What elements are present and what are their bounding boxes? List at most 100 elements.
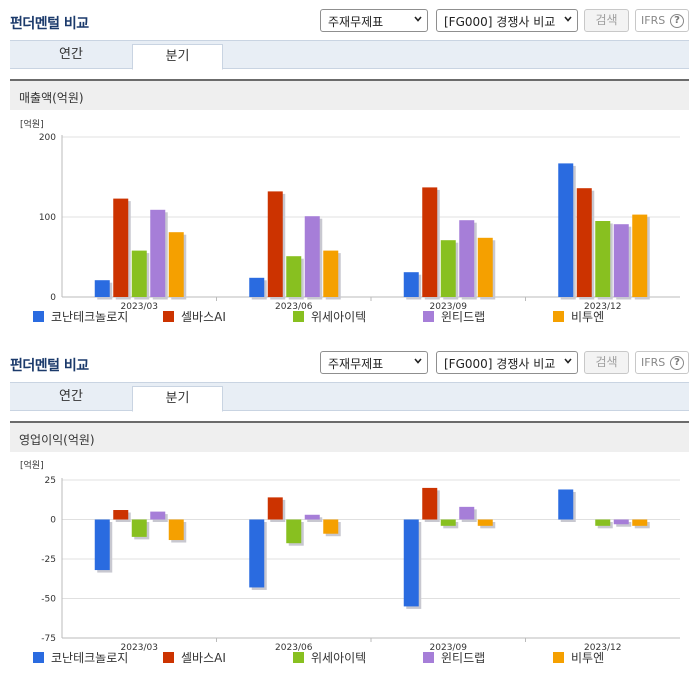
legend-label: 셀바스AI — [181, 651, 226, 665]
compare-group-value: [FG000] 경쟁사 비교 — [444, 15, 556, 29]
y-axis-unit-label: [억원] — [20, 118, 44, 130]
statement-type-select[interactable]: 주재무제표 — [320, 9, 428, 32]
statement-type-select[interactable]: 주재무제표 — [320, 351, 428, 374]
bar — [131, 250, 147, 297]
chevron-down-icon — [564, 358, 572, 364]
bar — [94, 280, 110, 297]
x-tick-label: 2023/06 — [275, 302, 313, 312]
bar — [249, 519, 265, 588]
bar — [150, 511, 166, 520]
chevron-down-icon — [564, 16, 572, 22]
y-tick-label: 200 — [39, 133, 56, 143]
y-tick-label: -25 — [41, 555, 56, 565]
y-tick-label: -50 — [41, 595, 56, 605]
legend-swatch — [293, 652, 304, 663]
x-tick-label: 2023/03 — [121, 302, 158, 312]
ifrs-button[interactable]: IFRS ? — [635, 9, 689, 32]
chart-subtitle: 매출액(억원) — [19, 91, 84, 105]
y-tick-label: 100 — [39, 213, 56, 223]
legend-label: 셀바스AI — [181, 310, 226, 324]
legend-label: 위세아이텍 — [311, 651, 366, 665]
search-button[interactable]: 검색 — [584, 351, 629, 374]
bar — [249, 277, 265, 297]
bar — [94, 519, 110, 571]
bar — [131, 519, 147, 537]
compare-group-select[interactable]: [FG000] 경쟁사 비교 — [436, 9, 578, 32]
ifrs-button[interactable]: IFRS ? — [635, 351, 689, 374]
legend-swatch — [553, 652, 564, 663]
legend-swatch — [423, 311, 434, 322]
statement-type-value: 주재무제표 — [328, 15, 384, 29]
tab-quarterly[interactable]: 분기 — [132, 44, 223, 70]
y-tick-label: 0 — [50, 293, 56, 303]
compare-group-select[interactable]: [FG000] 경쟁사 비교 — [436, 351, 578, 374]
tab-quarterly[interactable]: 분기 — [132, 386, 223, 412]
bar — [267, 191, 283, 297]
tab-annual[interactable]: 연간 — [59, 47, 83, 62]
bar — [304, 514, 320, 520]
y-tick-label: 0 — [50, 516, 56, 526]
chart-subheader: 매출액(억원) — [10, 79, 689, 110]
bar — [595, 519, 611, 526]
period-tabs: 연간 분기 — [10, 382, 689, 412]
bar — [477, 519, 493, 526]
bar — [403, 272, 419, 297]
legend-label: 코난테크놀로지 — [51, 310, 128, 324]
legend-label: 비투엔 — [571, 310, 604, 324]
bar — [440, 519, 456, 526]
bar — [422, 487, 438, 520]
legend-swatch — [163, 652, 174, 663]
bar — [168, 232, 184, 297]
x-tick-label: 2023/03 — [121, 643, 158, 653]
x-tick-label: 2023/12 — [584, 302, 621, 312]
legend-swatch — [33, 652, 44, 663]
x-tick-label: 2023/09 — [430, 302, 468, 312]
legend-swatch — [33, 311, 44, 322]
bar — [477, 237, 493, 297]
chevron-down-icon — [414, 358, 422, 364]
legend-swatch — [293, 311, 304, 322]
legend-label: 위세아이텍 — [311, 310, 366, 324]
period-tabs: 연간 분기 — [10, 40, 689, 70]
bar — [595, 221, 611, 297]
legend-label: 비투엔 — [571, 651, 604, 665]
bar — [286, 519, 302, 544]
search-button[interactable]: 검색 — [584, 9, 629, 32]
chevron-down-icon — [414, 16, 422, 22]
y-tick-label: -75 — [41, 634, 56, 644]
y-axis-unit-label: [억원] — [20, 459, 44, 471]
help-icon[interactable]: ? — [670, 14, 684, 28]
legend-label: 윈티드랩 — [441, 651, 485, 665]
y-tick-label: 25 — [45, 476, 56, 486]
ifrs-label: IFRS — [641, 14, 666, 27]
bar-shadow — [616, 522, 632, 527]
legend-swatch — [553, 311, 564, 322]
ifrs-label: IFRS — [641, 356, 666, 369]
bar — [613, 519, 629, 525]
section-title: 펀더멘털 비교 — [10, 358, 89, 374]
x-tick-label: 2023/06 — [275, 643, 313, 653]
fundamental-section-operating-profit: 펀더멘털 비교 주재무제표 [FG000] 경쟁사 비교 검색 IFRS ? 연… — [0, 342, 696, 684]
compare-group-value: [FG000] 경쟁사 비교 — [444, 357, 556, 371]
bar — [168, 519, 184, 541]
bar — [632, 519, 648, 526]
bar — [267, 497, 283, 520]
tab-annual[interactable]: 연간 — [59, 389, 83, 404]
bar — [403, 519, 419, 607]
help-icon[interactable]: ? — [670, 356, 684, 370]
bar — [558, 163, 574, 297]
legend-swatch — [163, 311, 174, 322]
bar — [113, 198, 129, 297]
statement-type-value: 주재무제표 — [328, 357, 384, 371]
chart-subtitle: 영업이익(억원) — [19, 433, 95, 447]
bar — [632, 214, 648, 297]
bar — [558, 489, 574, 520]
chart-subheader: 영업이익(억원) — [10, 421, 689, 452]
bar — [150, 209, 166, 297]
bar — [576, 188, 592, 297]
bar — [422, 187, 438, 297]
legend-label: 코난테크놀로지 — [51, 651, 128, 665]
bar — [323, 519, 339, 534]
x-tick-label: 2023/09 — [430, 643, 468, 653]
section-title: 펀더멘털 비교 — [10, 16, 89, 32]
